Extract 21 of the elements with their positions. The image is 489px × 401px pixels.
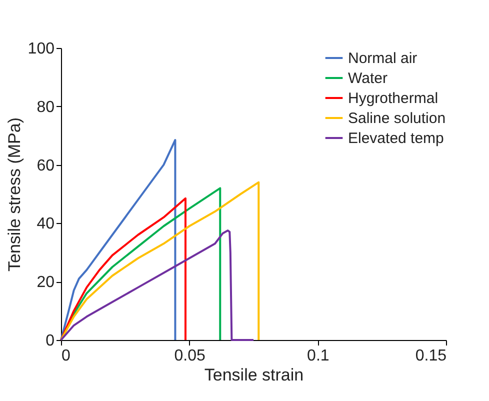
y-tick-label: 80 <box>36 98 55 116</box>
y-tick-label: 20 <box>36 274 55 292</box>
line-series <box>60 230 254 341</box>
y-tick-label: 40 <box>36 216 55 233</box>
line-series <box>60 181 260 341</box>
x-tick-label: 0.1 <box>307 348 330 364</box>
y-axis-title: Tensile stress (MPa) <box>4 118 24 272</box>
x-axis-title: Tensile strain <box>204 366 304 384</box>
line-series <box>60 138 176 341</box>
legend-label: Elevated temp <box>348 130 444 147</box>
y-tick-label: 0 <box>46 332 55 350</box>
legend-label: Hygrothermal <box>348 90 438 107</box>
legend-label: Normal air <box>348 50 418 67</box>
y-tick-label: 60 <box>36 157 55 174</box>
x-tick-label: 0.05 <box>174 348 206 364</box>
y-tick-label: 100 <box>28 40 55 58</box>
legend-label: Water <box>348 70 388 87</box>
x-tick-label: 0.15 <box>415 348 447 364</box>
line-series <box>60 197 186 341</box>
legend-label: Saline solution <box>348 110 446 127</box>
x-tick-label: 0 <box>62 348 70 364</box>
